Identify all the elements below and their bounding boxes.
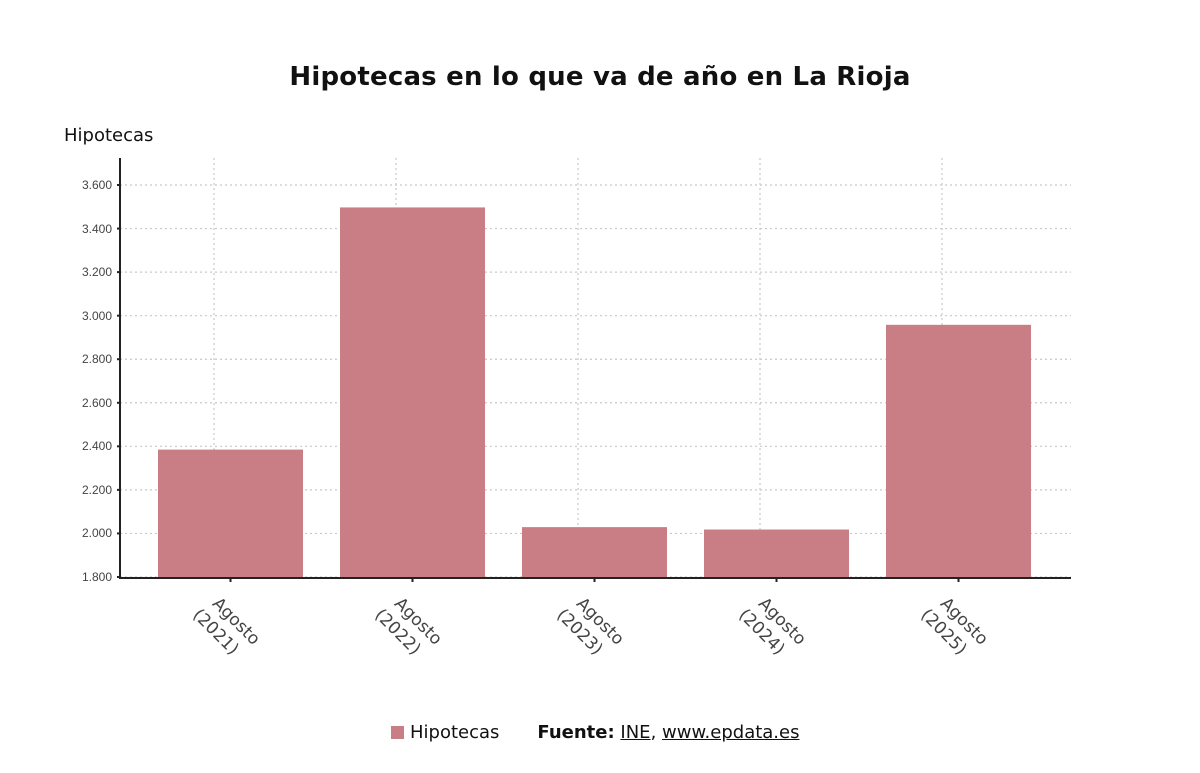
chart-title: Hipotecas en lo que va de año en La Rioj…	[289, 62, 911, 92]
legend-swatch	[391, 726, 404, 739]
y-tick-label: 2.800	[81, 352, 112, 367]
source-separator: ,	[650, 722, 657, 743]
bars	[158, 207, 1031, 578]
y-tick-label: 3.600	[81, 178, 112, 192]
bar[interactable]	[522, 527, 667, 577]
axes	[117, 158, 1071, 582]
y-axis-label: Hipotecas	[64, 125, 154, 146]
y-tick-label: 2.400	[81, 439, 112, 454]
legend-series-label: Hipotecas	[410, 722, 500, 743]
bar[interactable]	[340, 207, 485, 578]
source-link-epdata[interactable]: www.epdata.es	[662, 722, 800, 743]
y-tick-label: 2.000	[81, 526, 112, 541]
source-label: Fuente:	[537, 722, 615, 743]
y-tick-label: 3.200	[81, 265, 112, 280]
y-tick-label: 1.800	[81, 570, 112, 584]
source-link-ine[interactable]: INE	[620, 722, 651, 743]
y-tick-label: 3.400	[81, 221, 112, 236]
y-tick-label: 3.000	[81, 308, 112, 323]
legend: Hipotecas Fuente: INE, www.epdata.es	[391, 722, 799, 743]
y-tick-label: 2.200	[81, 482, 112, 497]
bar[interactable]	[158, 449, 303, 577]
bar[interactable]	[886, 324, 1031, 577]
bar[interactable]	[704, 529, 849, 577]
source-note: Fuente: INE, www.epdata.es	[537, 722, 799, 743]
y-tick-label: 2.600	[81, 395, 112, 410]
